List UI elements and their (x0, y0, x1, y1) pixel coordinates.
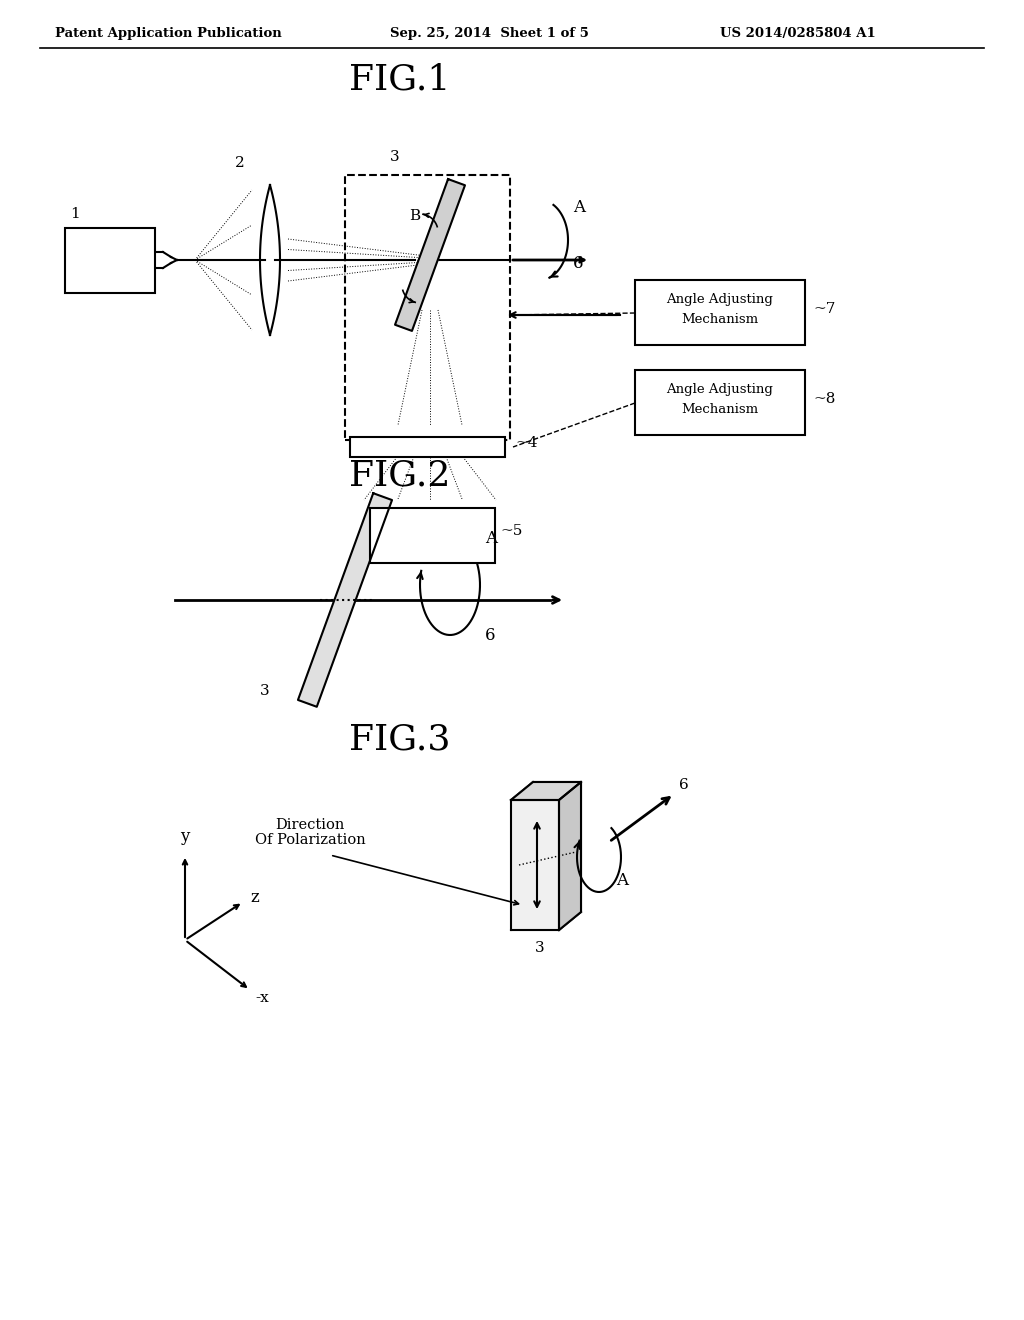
Text: 3: 3 (260, 684, 269, 698)
Polygon shape (395, 180, 465, 331)
Text: 6: 6 (679, 777, 689, 792)
Bar (345, 176, 510, 440)
Text: -x: -x (255, 991, 268, 1005)
Polygon shape (511, 781, 581, 800)
Text: 3: 3 (390, 150, 399, 164)
Text: Sep. 25, 2014  Sheet 1 of 5: Sep. 25, 2014 Sheet 1 of 5 (390, 26, 589, 40)
Bar (370, 508, 495, 564)
Text: Angle Adjusting: Angle Adjusting (667, 383, 773, 396)
Text: ~7: ~7 (813, 302, 836, 315)
Text: ~4: ~4 (515, 436, 538, 450)
Text: Direction: Direction (275, 818, 345, 832)
Text: Mechanism: Mechanism (681, 403, 759, 416)
Text: FIG.3: FIG.3 (349, 723, 451, 756)
Text: US 2014/0285804 A1: US 2014/0285804 A1 (720, 26, 876, 40)
Bar (635, 370, 805, 436)
Text: ~8: ~8 (813, 392, 836, 407)
Text: Angle Adjusting: Angle Adjusting (667, 293, 773, 306)
Text: Of Polarization: Of Polarization (255, 833, 366, 847)
Text: 1: 1 (70, 206, 80, 220)
Text: FIG.1: FIG.1 (349, 63, 451, 96)
Text: ~5: ~5 (500, 524, 522, 539)
Polygon shape (559, 781, 581, 931)
Text: Patent Application Publication: Patent Application Publication (55, 26, 282, 40)
Text: y: y (180, 828, 189, 845)
Text: A: A (616, 873, 628, 888)
Bar (635, 280, 805, 345)
Text: A: A (573, 199, 585, 216)
Text: 6: 6 (573, 255, 584, 272)
Bar (65, 227, 155, 293)
Text: z: z (250, 888, 259, 906)
Text: 6: 6 (485, 627, 496, 644)
Polygon shape (298, 494, 392, 706)
Text: 3: 3 (536, 941, 545, 954)
Text: FIG.2: FIG.2 (349, 458, 451, 492)
Polygon shape (511, 800, 559, 931)
Text: 2: 2 (236, 156, 245, 170)
Text: Mechanism: Mechanism (681, 313, 759, 326)
Bar (350, 437, 505, 457)
Text: B: B (410, 209, 421, 223)
Text: A: A (485, 531, 497, 546)
